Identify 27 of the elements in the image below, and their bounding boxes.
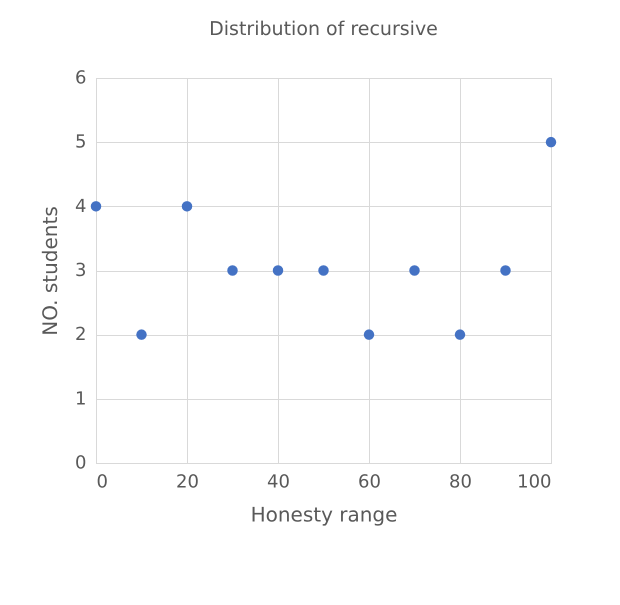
y-axis-title: NO. students: [38, 206, 62, 336]
y-tick-label: 5: [75, 132, 86, 153]
point: [409, 265, 420, 276]
y-tick-label: 6: [75, 68, 86, 88]
point: [454, 329, 466, 340]
point: [500, 265, 511, 276]
point: [227, 265, 238, 276]
x-tick-label: 80: [449, 472, 472, 492]
point: [272, 265, 284, 276]
y-tick-label: 4: [75, 196, 86, 217]
y-tick-label: 3: [75, 260, 86, 281]
point: [136, 329, 147, 340]
x-axis-title: Honesty range: [250, 502, 398, 526]
point: [182, 201, 192, 212]
point: [546, 136, 556, 148]
x-tick-label: 40: [267, 472, 290, 492]
point: [364, 329, 374, 340]
x-tick-label: 0: [96, 472, 108, 492]
point: [90, 201, 102, 212]
x-tick-label: 20: [176, 472, 199, 492]
x-tick-label: 60: [358, 472, 381, 492]
y-tick-label: 1: [75, 388, 86, 410]
point: [318, 265, 329, 276]
y-tick-label: 0: [75, 452, 86, 474]
y-tick-label: 2: [75, 324, 86, 346]
chart-title: Distribution of recursive: [209, 18, 438, 40]
x-tick-label: 100: [517, 472, 552, 492]
